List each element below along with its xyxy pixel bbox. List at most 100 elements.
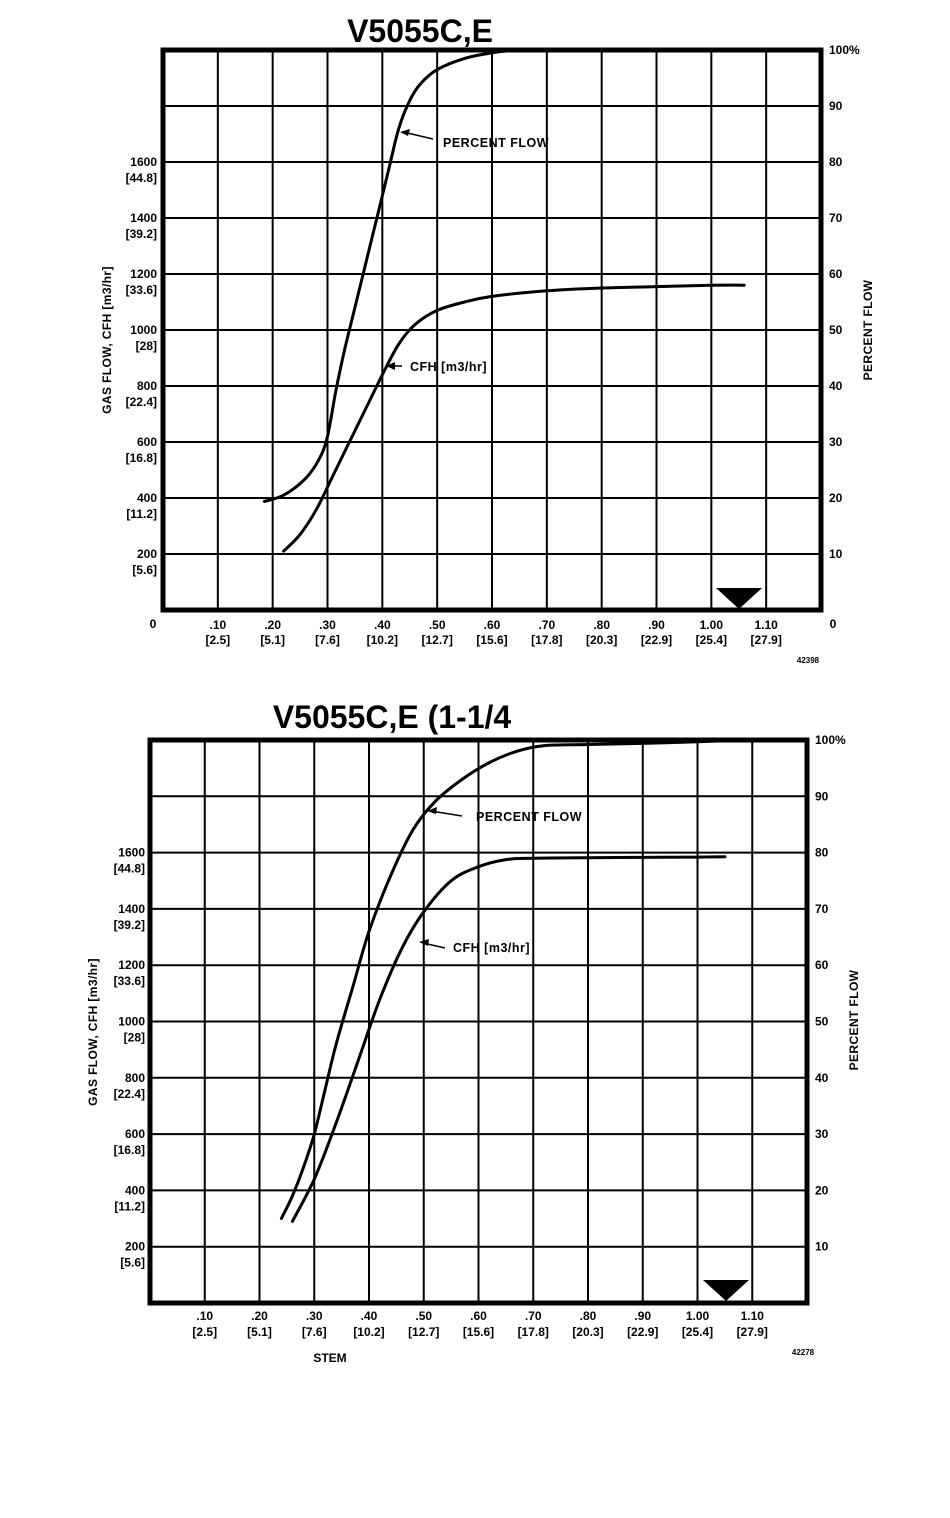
x-tick-label: .10 bbox=[209, 618, 226, 632]
y-left-tick-label: 400 bbox=[125, 1183, 145, 1197]
x-tick-metric-label: [20.3] bbox=[572, 1325, 603, 1339]
chart-1-grid bbox=[163, 50, 821, 610]
y-left-tick-label: 1200 bbox=[118, 958, 145, 972]
x-tick-metric-label: [25.4] bbox=[696, 633, 727, 647]
x-tick-label: .40 bbox=[374, 618, 391, 632]
x-tick-label: .20 bbox=[251, 1309, 268, 1323]
x-tick-metric-label: [20.3] bbox=[586, 633, 617, 647]
y-right-tick-label: 10 bbox=[815, 1240, 829, 1254]
chart-2-curves bbox=[279, 738, 754, 1223]
y-right-tick-label: 90 bbox=[815, 789, 829, 803]
y-right-tick-label: 70 bbox=[829, 211, 843, 225]
x-tick-label: .10 bbox=[196, 1309, 213, 1323]
x-tick-label: .70 bbox=[525, 1309, 542, 1323]
x-tick-metric-label: [7.6] bbox=[302, 1325, 327, 1339]
x-tick-metric-label: [10.2] bbox=[353, 1325, 384, 1339]
x-tick-label: .60 bbox=[484, 618, 501, 632]
chart-2-x-axis-label: STEM bbox=[313, 1351, 346, 1365]
y-right-tick-label: 40 bbox=[815, 1071, 829, 1085]
y-left-tick-label: 1600 bbox=[118, 846, 145, 860]
y-left-tick-metric-label: [44.8] bbox=[114, 862, 145, 876]
y-left-tick-label: 1000 bbox=[118, 1015, 145, 1029]
chart-2-max-stem-arrow-icon bbox=[703, 1280, 749, 1301]
chart-1-tick-labels: .10[2.5] .20[5.1] .30[7.6] .40[10.2] .50[12.… bbox=[126, 43, 860, 647]
x-tick-metric-label: [12.7] bbox=[408, 1325, 439, 1339]
y-left-tick-label: 400 bbox=[137, 491, 157, 505]
y-left-tick-metric-label: [22.4] bbox=[126, 395, 157, 409]
x-tick-metric-label: [15.6] bbox=[476, 633, 507, 647]
x-tick-metric-label: [15.6] bbox=[463, 1325, 494, 1339]
x-tick-metric-label: [17.8] bbox=[518, 1325, 549, 1339]
y-right-tick-label: 100% bbox=[829, 43, 860, 57]
chart-1-cfh-annotation: CFH [m3/hr] bbox=[410, 360, 487, 374]
chart-1-figure-number: 42398 bbox=[797, 656, 820, 665]
x-tick-metric-label: [12.7] bbox=[421, 633, 452, 647]
x-tick-metric-label: [17.8] bbox=[531, 633, 562, 647]
chart-2-title: V5055C,E (1-1/4 bbox=[273, 699, 512, 735]
y-left-tick-label: 800 bbox=[125, 1071, 145, 1085]
y-left-tick-label: 1200 bbox=[130, 267, 157, 281]
y-left-tick-metric-label: [16.8] bbox=[114, 1143, 145, 1157]
y-left-tick-metric-label: [28] bbox=[136, 339, 157, 353]
y-right-tick-label: 30 bbox=[815, 1127, 829, 1141]
chart-2: V5055C,E (1-1/4 .10 [2.5] .20 [5.1] .30 [7.6]… bbox=[86, 699, 861, 1365]
y-right-tick-label: 80 bbox=[815, 846, 829, 860]
y-right-tick-label: 40 bbox=[829, 379, 843, 393]
chart-1: V5055C,E .10[2.5] .20[5.1] .30[7.6] .40[10.… bbox=[100, 13, 875, 665]
y-left-tick-metric-label: [16.8] bbox=[126, 451, 157, 465]
x-tick-label: .90 bbox=[648, 618, 665, 632]
chart-1-right-zero-label: 0 bbox=[830, 617, 837, 631]
y-left-tick-label: 200 bbox=[137, 547, 157, 561]
x-tick-metric-label: [22.9] bbox=[641, 633, 672, 647]
x-tick-label: .70 bbox=[538, 618, 555, 632]
x-tick-metric-label: [5.1] bbox=[247, 1325, 272, 1339]
y-left-tick-metric-label: [33.6] bbox=[126, 283, 157, 297]
y-right-tick-label: 20 bbox=[815, 1183, 829, 1197]
chart-2-figure-number: 42278 bbox=[792, 1348, 815, 1357]
chart-1-percent-pointer-head bbox=[400, 129, 410, 136]
chart-2-cfh-annotation: CFH [m3/hr] bbox=[453, 941, 530, 955]
x-tick-label: .60 bbox=[470, 1309, 487, 1323]
cfh-curve bbox=[290, 855, 727, 1223]
y-right-tick-label: 30 bbox=[829, 435, 843, 449]
x-tick-metric-label: [10.2] bbox=[367, 633, 398, 647]
y-left-tick-label: 1400 bbox=[118, 902, 145, 916]
y-left-tick-metric-label: [39.2] bbox=[114, 918, 145, 932]
x-tick-metric-label: [27.9] bbox=[737, 1325, 768, 1339]
y-right-tick-label: 60 bbox=[829, 267, 843, 281]
y-right-tick-label: 70 bbox=[815, 902, 829, 916]
y-left-tick-label: 800 bbox=[137, 379, 157, 393]
x-tick-label: .40 bbox=[361, 1309, 378, 1323]
x-tick-metric-label: [27.9] bbox=[750, 633, 781, 647]
chart-2-tick-labels: .10 [2.5] .20 [5.1] .30 [7.6] .40 [10.2] .50 [12.… bbox=[114, 733, 846, 1339]
y-left-tick-label: 600 bbox=[137, 435, 157, 449]
chart-2-percent-flow-annotation: PERCENT FLOW bbox=[476, 810, 582, 824]
x-tick-label: 1.10 bbox=[754, 618, 778, 632]
y-right-tick-label: 100% bbox=[815, 733, 846, 747]
y-left-tick-label: 1000 bbox=[130, 323, 157, 337]
y-left-tick-metric-label: [11.2] bbox=[114, 1199, 145, 1213]
x-tick-metric-label: [7.6] bbox=[315, 633, 340, 647]
chart-2-grid bbox=[150, 740, 807, 1303]
chart-1-percent-flow-annotation: PERCENT FLOW bbox=[443, 136, 549, 150]
y-right-tick-label: 10 bbox=[829, 547, 843, 561]
x-tick-label: .90 bbox=[634, 1309, 651, 1323]
chart-1-max-stem-arrow-icon bbox=[716, 588, 762, 609]
x-tick-metric-label: [25.4] bbox=[682, 1325, 713, 1339]
x-tick-label: .30 bbox=[306, 1309, 323, 1323]
percent-flow-curve bbox=[262, 48, 543, 503]
chart-1-frame bbox=[160, 47, 824, 613]
chart-2-y-right-label: PERCENT FLOW bbox=[847, 969, 861, 1070]
chart-1-x-zero-label: 0 bbox=[150, 617, 157, 631]
chart-1-title: V5055C,E bbox=[347, 13, 493, 49]
x-tick-label: .50 bbox=[429, 618, 446, 632]
x-tick-label: .80 bbox=[593, 618, 610, 632]
y-right-tick-label: 90 bbox=[829, 99, 843, 113]
x-tick-label: .50 bbox=[415, 1309, 432, 1323]
y-left-tick-label: 1400 bbox=[130, 211, 157, 225]
percent-flow-curve bbox=[279, 738, 754, 1220]
y-right-tick-label: 60 bbox=[815, 958, 829, 972]
y-left-tick-metric-label: [33.6] bbox=[114, 974, 145, 988]
x-tick-label: .30 bbox=[319, 618, 336, 632]
